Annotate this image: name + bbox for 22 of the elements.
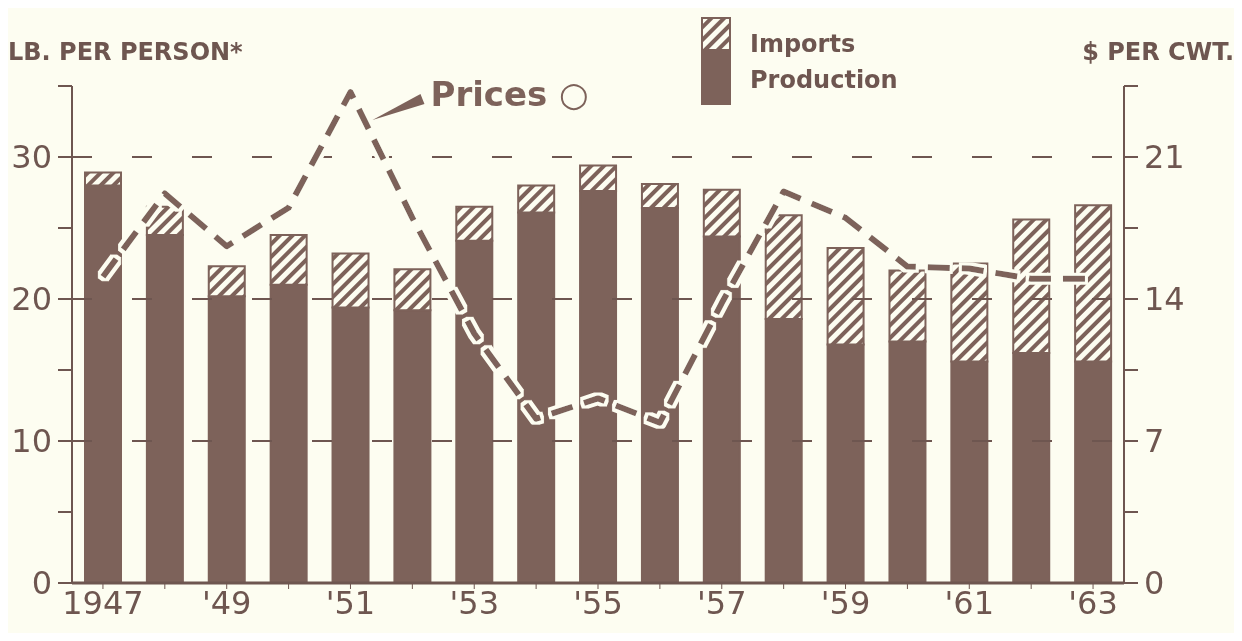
y2-axis-title: $ PER CWT.	[1082, 38, 1234, 66]
y-tick-label: 30	[11, 138, 52, 177]
y2-tick-label: 7	[1144, 422, 1165, 461]
y2-tick-label: 0	[1144, 564, 1165, 603]
x-tick-label: '59	[820, 583, 871, 622]
y2-tick-label: 21	[1144, 138, 1185, 177]
x-tick-label: '51	[325, 583, 376, 622]
x-tick-label: '57	[697, 583, 747, 622]
y-axis-title: LB. PER PERSON*	[8, 38, 243, 66]
legend-label: Prices ○	[430, 74, 589, 115]
legend-label: Production	[750, 66, 898, 94]
x-tick-label: '61	[944, 583, 995, 622]
y2-tick-label: 14	[1144, 280, 1185, 319]
x-tick-label: '63	[1068, 583, 1118, 622]
x-tick-label: '55	[573, 583, 623, 622]
x-tick-label: 1947	[62, 583, 144, 622]
y-tick-label: 0	[31, 564, 52, 603]
y-tick-label: 10	[11, 422, 52, 461]
x-tick-label: '53	[449, 583, 499, 622]
legend-label: Imports	[750, 30, 857, 58]
y-tick-label: 20	[11, 280, 52, 319]
x-tick-label: '49	[201, 583, 252, 622]
